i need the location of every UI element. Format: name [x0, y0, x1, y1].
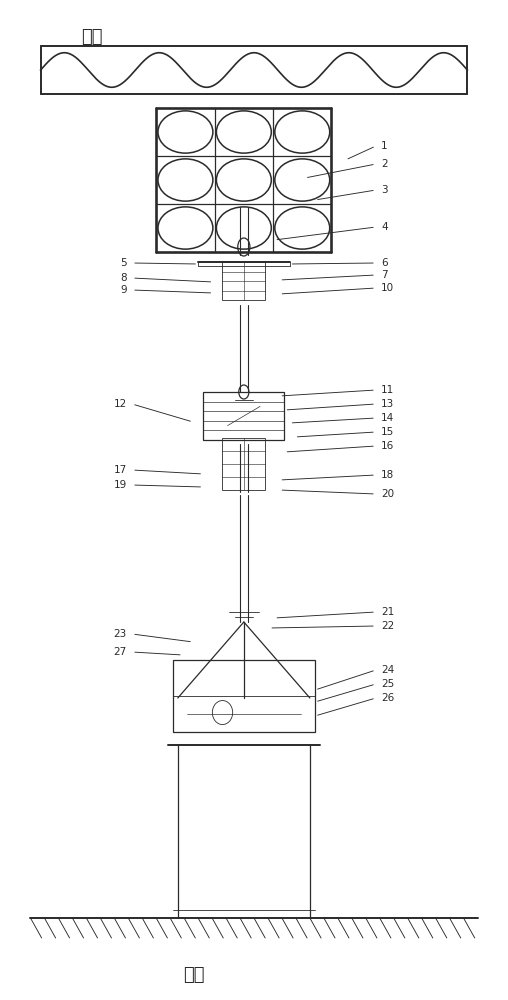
Text: 14: 14 [381, 413, 394, 423]
Text: 4: 4 [381, 222, 388, 232]
Bar [223, 262, 265, 300]
Text: 9: 9 [120, 285, 127, 295]
Text: 21: 21 [381, 607, 394, 617]
Text: 13: 13 [381, 399, 394, 409]
Bar [223, 438, 265, 490]
Text: 15: 15 [381, 427, 394, 437]
Text: 17: 17 [114, 465, 127, 475]
Text: 26: 26 [381, 693, 394, 703]
Text: 23: 23 [114, 629, 127, 639]
Bar [203, 392, 284, 440]
Text: 海面: 海面 [81, 28, 103, 46]
Text: 16: 16 [381, 441, 394, 451]
Text: 10: 10 [381, 283, 394, 293]
Text: 22: 22 [381, 621, 394, 631]
Text: 8: 8 [120, 273, 127, 283]
Text: 12: 12 [114, 399, 127, 409]
Text: 20: 20 [381, 489, 394, 499]
Text: 19: 19 [114, 480, 127, 490]
Text: 海底: 海底 [183, 966, 204, 984]
Text: 11: 11 [381, 385, 394, 395]
Bar [173, 660, 315, 732]
Text: 18: 18 [381, 470, 394, 480]
Text: 27: 27 [114, 647, 127, 657]
Text: 6: 6 [381, 258, 388, 268]
Text: 1: 1 [381, 141, 388, 151]
Text: 3: 3 [381, 185, 388, 195]
Text: 25: 25 [381, 679, 394, 689]
Text: 2: 2 [381, 159, 388, 169]
Text: 24: 24 [381, 665, 394, 675]
Text: 7: 7 [381, 270, 388, 280]
Text: 5: 5 [120, 258, 127, 268]
